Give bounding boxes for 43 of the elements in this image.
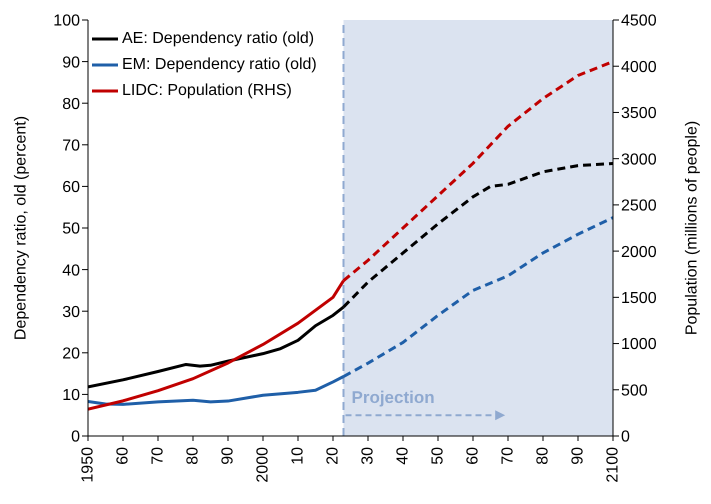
y2-tick-label: 4500 <box>621 12 657 30</box>
x-tick-label: 60 <box>464 446 482 465</box>
y-tick-label: 50 <box>62 220 80 238</box>
x-tick-label: 90 <box>220 446 236 465</box>
x-tick-label: 70 <box>500 446 516 465</box>
y2-tick-label: 1500 <box>621 290 657 308</box>
y2-tick-label: 1000 <box>621 336 657 354</box>
y-tick-label: 70 <box>62 137 80 154</box>
x-tick-label: 80 <box>534 446 552 465</box>
y-tick-label: 100 <box>53 12 80 30</box>
y2-tick-label: 3500 <box>621 105 657 122</box>
x-tick-label: 40 <box>394 446 412 465</box>
y-tick-label: 90 <box>62 54 80 72</box>
y-tick-label: 0 <box>71 428 80 446</box>
x-tick-label: 50 <box>430 446 446 465</box>
x-tick-label: 60 <box>114 446 132 465</box>
y-tick-label: 60 <box>62 179 80 196</box>
x-tick-label: 2100 <box>604 446 622 483</box>
x-tick-label: 30 <box>360 446 376 465</box>
x-tick-label: 1950 <box>80 446 96 483</box>
legend-label: AE: Dependency ratio (old) <box>122 29 314 49</box>
y-tick-label: 10 <box>62 387 80 404</box>
legend-label: EM: Dependency ratio (old) <box>122 55 317 75</box>
y2-tick-label: 0 <box>621 428 630 446</box>
y2-tick-label: 2000 <box>621 244 657 261</box>
y2-tick-label: 500 <box>621 382 648 400</box>
y-axis-title: Dependency ratio, old (percent) <box>12 116 30 340</box>
y2-tick-label: 2500 <box>621 198 657 215</box>
y-tick-label: 80 <box>62 96 80 113</box>
y2-axis-title: Population (millions of people) <box>684 120 701 336</box>
x-tick-label: 80 <box>184 446 202 465</box>
x-tick-label: 70 <box>150 446 166 465</box>
y-tick-label: 30 <box>62 304 80 321</box>
x-tick-label: 10 <box>290 446 306 465</box>
y2-tick-label: 3000 <box>621 151 657 168</box>
y-tick-label: 40 <box>62 262 80 280</box>
x-tick-label: 90 <box>570 446 586 465</box>
x-tick-label: 20 <box>324 446 342 465</box>
y2-tick-label: 4000 <box>621 58 657 76</box>
legend-label: LIDC: Population (RHS) <box>122 81 292 101</box>
x-tick-label: 2000 <box>254 446 272 483</box>
annotation: Projection <box>352 388 435 408</box>
y-tick-label: 20 <box>62 345 80 362</box>
